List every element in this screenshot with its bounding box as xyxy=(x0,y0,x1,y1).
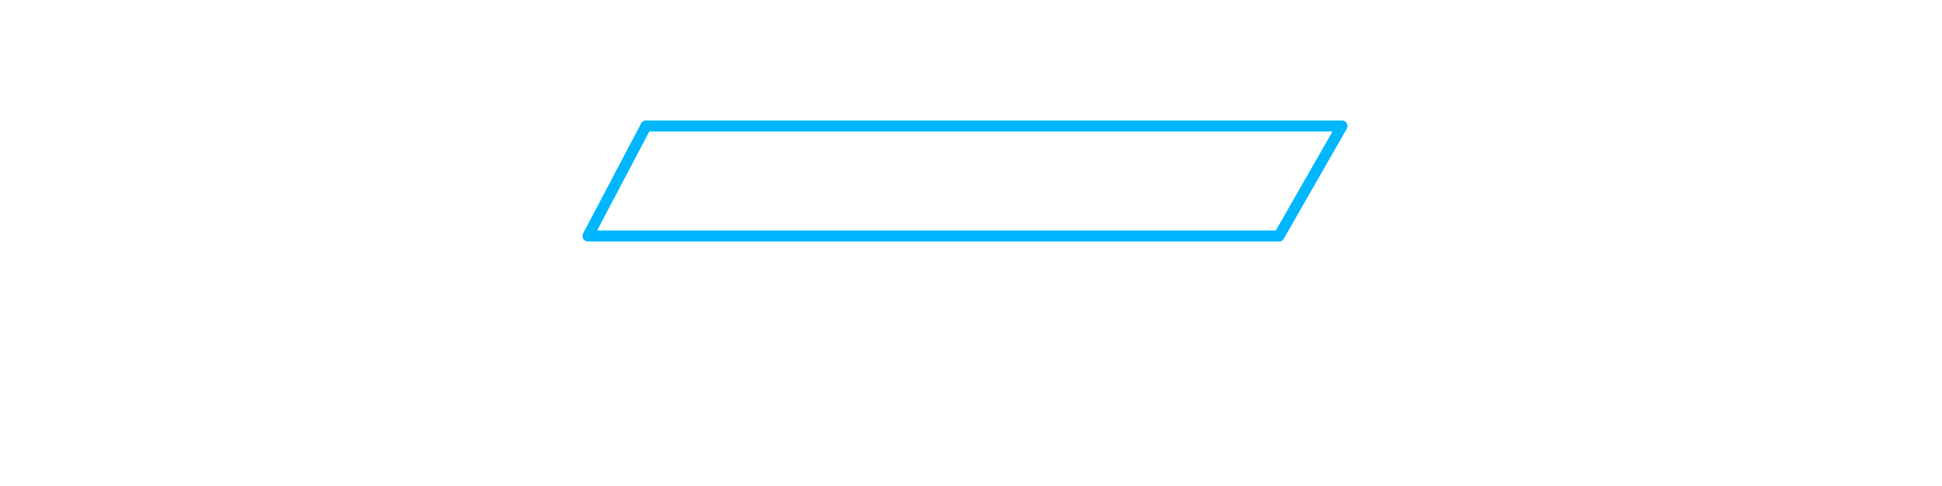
parallelogram-shape[interactable] xyxy=(582,120,1348,242)
